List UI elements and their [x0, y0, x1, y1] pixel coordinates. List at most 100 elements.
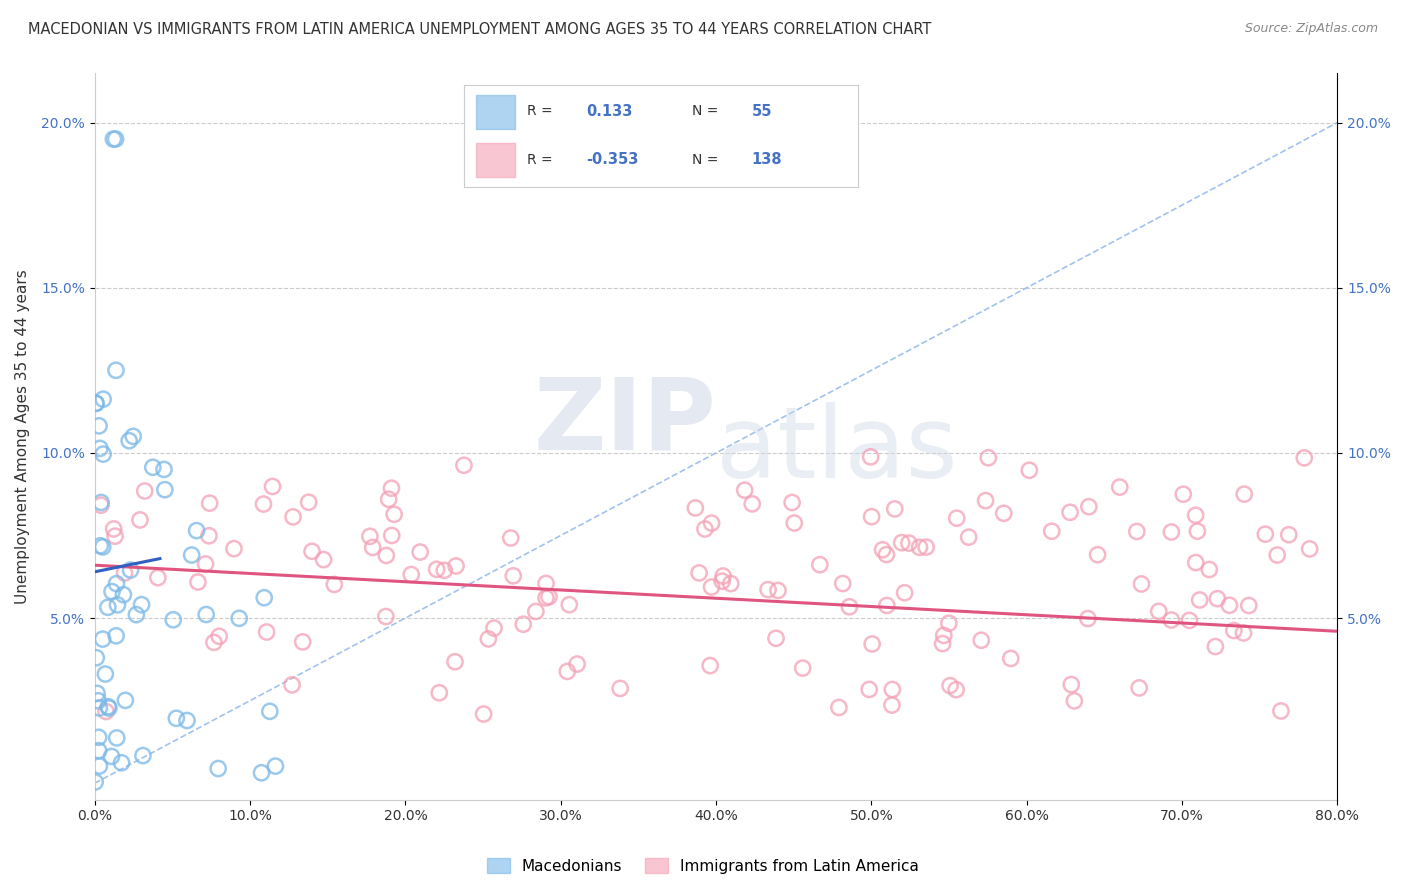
Point	[118, 434, 141, 448]
Point	[808, 558, 831, 572]
Point	[375, 549, 398, 563]
Point	[765, 632, 787, 646]
Point	[1147, 604, 1170, 618]
Point	[427, 686, 450, 700]
Point	[977, 450, 1000, 465]
Point	[1063, 694, 1085, 708]
Point	[250, 765, 273, 780]
Point	[377, 492, 399, 507]
Point	[105, 629, 128, 643]
Point	[87, 694, 110, 708]
Point	[84, 396, 107, 410]
Point	[202, 635, 225, 649]
Point	[186, 524, 208, 538]
Point	[153, 462, 176, 476]
Point	[734, 483, 756, 497]
Point	[1298, 541, 1320, 556]
Point	[101, 584, 124, 599]
Point	[114, 693, 136, 707]
Point	[180, 548, 202, 562]
Point	[1254, 527, 1277, 541]
Point	[361, 541, 384, 555]
Point	[382, 508, 405, 522]
Point	[1184, 508, 1206, 523]
Text: -0.353: -0.353	[586, 153, 638, 167]
Point	[97, 600, 120, 615]
FancyBboxPatch shape	[475, 144, 515, 177]
Point	[105, 731, 128, 745]
Point	[359, 529, 381, 543]
Point	[700, 580, 723, 594]
Point	[890, 535, 912, 549]
Point	[453, 458, 475, 473]
Point	[262, 479, 284, 493]
Point	[1270, 704, 1292, 718]
Point	[312, 552, 335, 566]
Point	[693, 522, 716, 536]
Point	[94, 705, 117, 719]
Text: R =: R =	[527, 153, 553, 167]
Point	[252, 497, 274, 511]
Point	[89, 539, 111, 553]
Point	[134, 483, 156, 498]
Point	[558, 598, 581, 612]
Point	[565, 657, 588, 671]
Point	[860, 637, 883, 651]
Point	[1223, 624, 1246, 638]
Point	[1237, 599, 1260, 613]
Point	[783, 516, 806, 530]
Point	[915, 540, 938, 554]
Point	[253, 591, 276, 605]
Point	[409, 545, 432, 559]
Point	[132, 748, 155, 763]
Text: 0.133: 0.133	[586, 103, 633, 119]
Point	[89, 759, 111, 773]
Point	[87, 418, 110, 433]
Point	[897, 536, 920, 550]
Point	[1040, 524, 1063, 539]
Point	[859, 450, 882, 464]
Point	[688, 566, 710, 580]
Point	[1077, 611, 1099, 625]
Point	[524, 605, 547, 619]
Point	[146, 571, 169, 585]
Point	[858, 682, 880, 697]
Point	[700, 516, 723, 530]
Point	[609, 681, 631, 696]
Point	[380, 481, 402, 495]
Text: 138: 138	[751, 153, 782, 167]
Point	[893, 585, 915, 599]
Point	[291, 635, 314, 649]
Point	[1126, 524, 1149, 539]
Point	[939, 679, 962, 693]
Point	[198, 496, 221, 510]
Point	[993, 506, 1015, 520]
Point	[931, 637, 953, 651]
Text: N =: N =	[692, 104, 718, 119]
Point	[756, 582, 779, 597]
Point	[104, 529, 127, 543]
Point	[104, 363, 127, 377]
Point	[938, 616, 960, 631]
Point	[1160, 613, 1182, 627]
Point	[1160, 524, 1182, 539]
Point	[91, 447, 114, 461]
Point	[1218, 599, 1240, 613]
Point	[882, 682, 904, 697]
Point	[176, 714, 198, 728]
Point	[198, 529, 221, 543]
Point	[685, 500, 707, 515]
Point	[932, 628, 955, 642]
Point	[89, 701, 111, 715]
Point	[1278, 527, 1301, 541]
Point	[1087, 548, 1109, 562]
Point	[482, 621, 505, 635]
Point	[838, 599, 860, 614]
Point	[945, 511, 967, 525]
Point	[110, 756, 132, 770]
Point	[1128, 681, 1150, 695]
Point	[957, 530, 980, 544]
Point	[792, 661, 814, 675]
Text: N =: N =	[692, 153, 718, 167]
Point	[125, 607, 148, 622]
